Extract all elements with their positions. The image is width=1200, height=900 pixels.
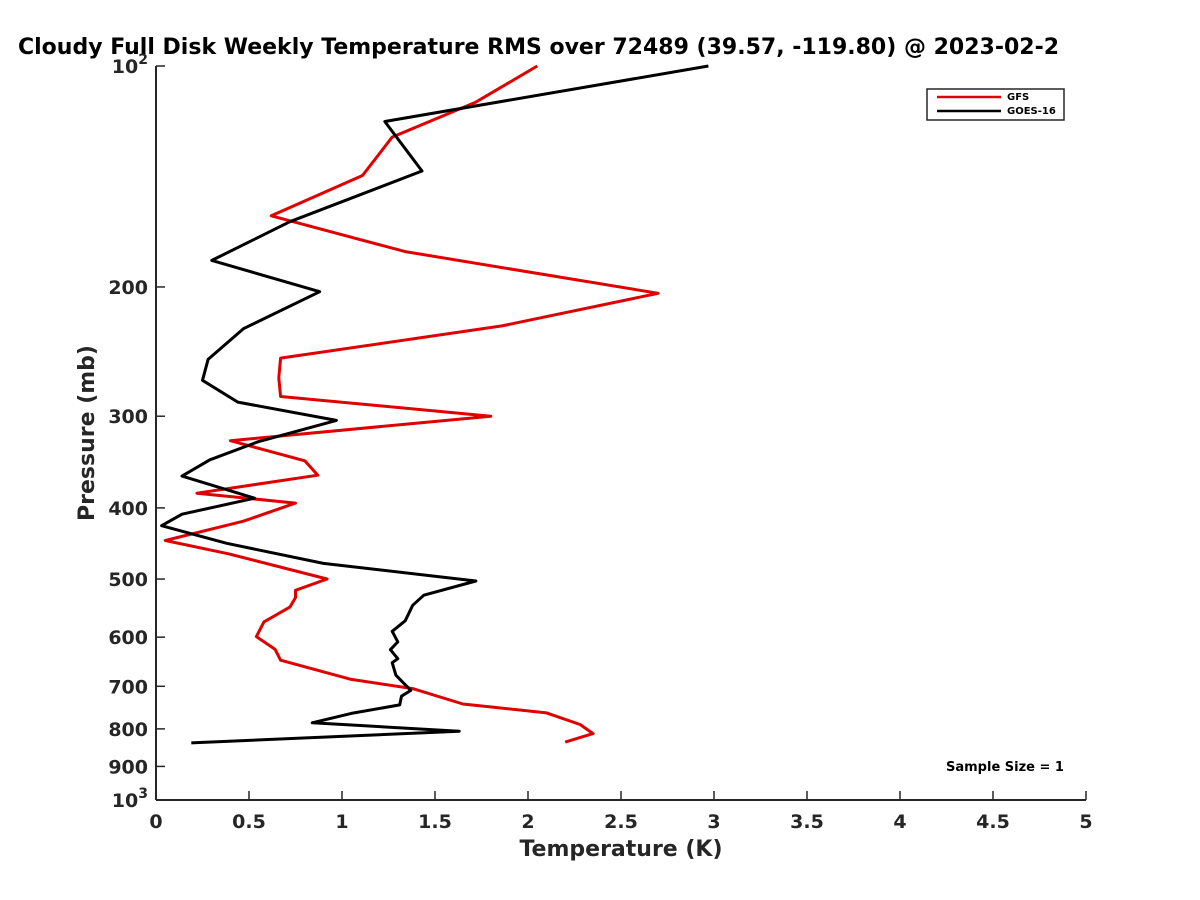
legend: GFS GOES-16 bbox=[926, 88, 1065, 121]
x-tick-label: 3 bbox=[707, 811, 720, 833]
series-line-goes16 bbox=[160, 64, 709, 745]
x-tick-label: 3.5 bbox=[790, 811, 824, 833]
legend-label-goes16: GOES-16 bbox=[1007, 106, 1056, 117]
x-tick-label: 1.5 bbox=[418, 811, 452, 833]
y-tick-label: 500 bbox=[108, 569, 148, 591]
y-tick-label: 600 bbox=[108, 627, 148, 649]
legend-box bbox=[926, 88, 1065, 121]
x-tick-label: 1 bbox=[335, 811, 348, 833]
y-tick-label: 102 bbox=[112, 52, 148, 78]
legend-label-gfs: GFS bbox=[1007, 92, 1029, 103]
y-tick-label: 800 bbox=[108, 719, 148, 741]
x-tick-label: 4.5 bbox=[976, 811, 1010, 833]
y-tick-label: 103 bbox=[112, 786, 148, 812]
plot-series bbox=[160, 64, 709, 745]
y-axis-label: Pressure (mb) bbox=[75, 345, 100, 521]
y-tick-label: 200 bbox=[108, 277, 148, 299]
chart-title: Cloudy Full Disk Weekly Temperature RMS … bbox=[18, 35, 1059, 60]
y-axis-ticks: 102 200 300 400 500 600 700 800 900 103 bbox=[108, 52, 165, 812]
x-tick-label: 2.5 bbox=[604, 811, 638, 833]
x-tick-label: 0.5 bbox=[232, 811, 266, 833]
x-tick-label: 2 bbox=[521, 811, 534, 833]
x-axis-label: Temperature (K) bbox=[519, 837, 722, 862]
x-tick-label: 0 bbox=[149, 811, 162, 833]
x-axis-ticks: 0 0.5 1 1.5 2 2.5 3 3.5 4 4.5 5 bbox=[149, 791, 1093, 833]
y-tick-label: 900 bbox=[108, 756, 148, 778]
x-tick-label: 4 bbox=[893, 811, 906, 833]
series-line-gfs bbox=[163, 64, 660, 744]
y-tick-label: 400 bbox=[108, 498, 148, 520]
x-tick-label: 5 bbox=[1079, 811, 1092, 833]
y-tick-label: 300 bbox=[108, 406, 148, 428]
sample-size-annotation: Sample Size = 1 bbox=[946, 760, 1064, 775]
y-tick-label: 700 bbox=[108, 676, 148, 698]
